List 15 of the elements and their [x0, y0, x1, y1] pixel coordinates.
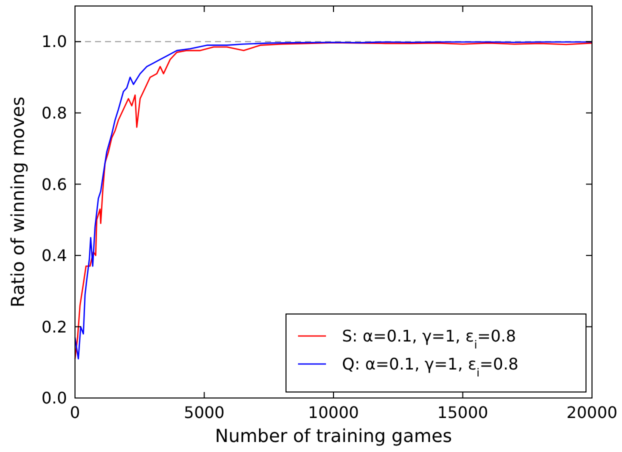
legend-label: S: α=0.1, γ=1, ε$_{i}$=0.8 [342, 326, 516, 352]
y-axis-title: Ratio of winning moves [8, 96, 29, 308]
y-tick-label: 0.0 [42, 388, 67, 408]
y-tick-label: 0.8 [42, 104, 67, 123]
y-tick-label: 1.0 [42, 32, 67, 52]
y-tick-label: 0.4 [42, 246, 67, 266]
x-axis-title: Number of training games [215, 426, 452, 447]
x-tick-label: 15000 [437, 403, 488, 422]
x-tick-label: 20000 [566, 403, 618, 422]
x-tick-label: 0 [70, 403, 80, 422]
x-tick-label: 5000 [184, 403, 225, 422]
x-tick-label: 10000 [308, 403, 359, 422]
y-tick-label: 0.2 [42, 317, 67, 336]
legend-label: Q: α=0.1, γ=1, ε$_{i}$=0.8 [342, 354, 518, 380]
y-tick-label: 0.6 [42, 174, 67, 194]
